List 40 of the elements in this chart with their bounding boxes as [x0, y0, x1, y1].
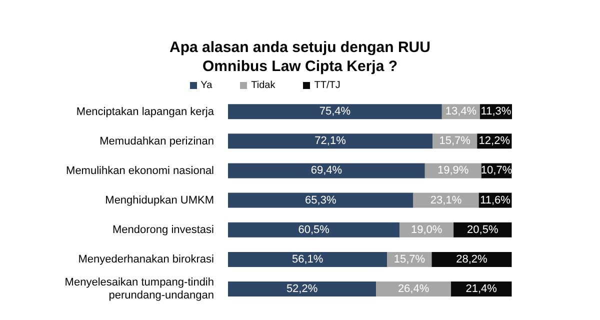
y-tick-label: Mendorong investasi: [112, 224, 214, 236]
bar: [228, 104, 442, 120]
bar: [432, 252, 512, 267]
bar: [376, 282, 451, 297]
data-label: 60,5%: [298, 224, 330, 236]
y-tick-label: Menciptakan lapangan kerja: [76, 106, 215, 118]
data-label: 13,4%: [445, 106, 477, 118]
bar: [228, 163, 425, 178]
data-label: 52,2%: [286, 283, 318, 296]
data-label: 72,1%: [314, 135, 346, 148]
bar: [228, 282, 376, 297]
data-label: 12,2%: [478, 135, 510, 148]
data-label: 11,3%: [480, 106, 512, 118]
legend-label: TT/TJ: [313, 80, 340, 91]
y-tick-label: Menghidupkan UMKM: [105, 194, 214, 206]
data-label: 15,7%: [394, 253, 426, 266]
data-label: 65,3%: [305, 194, 336, 206]
y-tick-label: Memulihkan ekonomi nasional: [66, 164, 214, 177]
data-label: 20,5%: [467, 224, 498, 236]
data-label: 75,4%: [319, 106, 351, 118]
data-label: 19,9%: [438, 164, 469, 177]
data-label: 69,4%: [310, 164, 342, 177]
bar: [228, 222, 400, 238]
data-label: 19,0%: [411, 224, 442, 236]
data-label: 23,1%: [430, 194, 462, 206]
data-label: 28,2%: [456, 253, 488, 266]
chart-title: Apa alasan anda setuju dengan RUU Omnibus Law Cipta Kerja ?: [168, 38, 432, 76]
data-label: 21,4%: [466, 283, 498, 296]
data-label: 11,6%: [480, 194, 511, 206]
y-tick-label: Menyederhanakan birokrasi: [78, 254, 214, 266]
data-label: 26,4%: [398, 283, 430, 296]
data-label: 15,7%: [439, 135, 471, 148]
bar: [228, 252, 388, 267]
y-tick-label: Memudahkan perizinan: [100, 135, 214, 148]
bar: [228, 192, 414, 208]
bar: [228, 134, 433, 149]
data-label: 56,1%: [292, 253, 324, 266]
legend-label: Ya: [200, 80, 212, 91]
y-tick-label: Menyelesaikan tumpang-tindih perundang-undangan: [64, 276, 214, 302]
legend-label: Tidak: [250, 80, 276, 91]
